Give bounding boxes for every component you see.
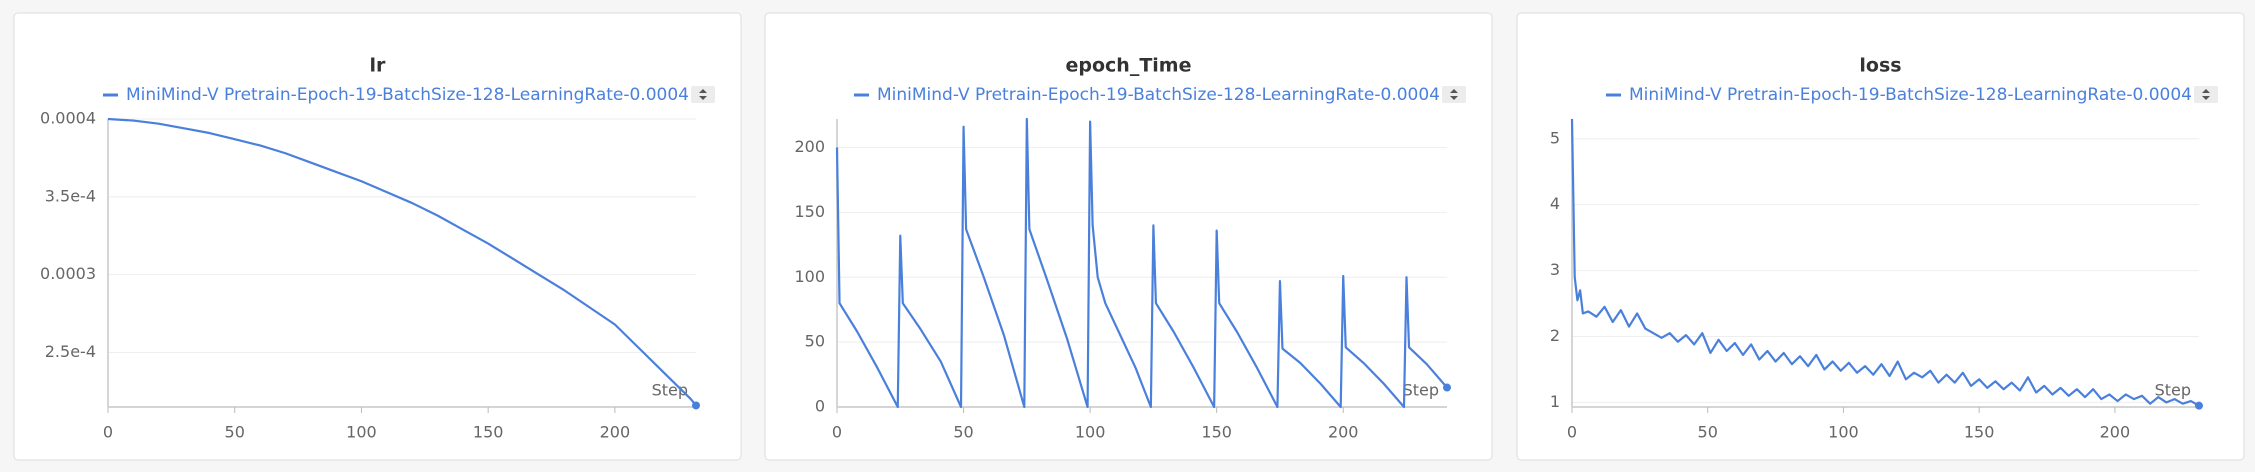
last-point xyxy=(692,401,700,410)
chart-title: lr xyxy=(370,55,387,77)
y-tick-label: 200 xyxy=(794,137,825,156)
legend-label: MiniMind-V Pretrain-Epoch-19-BatchSize-1… xyxy=(126,85,689,105)
chart-title: epoch_Time xyxy=(1066,55,1192,77)
y-tick-label: 0.0004 xyxy=(40,109,96,128)
x-tick-label: 200 xyxy=(1328,423,1359,442)
legend-toggle[interactable] xyxy=(2194,86,2218,103)
x-tick-label: 50 xyxy=(225,423,245,442)
x-tick-label: 50 xyxy=(953,423,973,442)
x-tick-label: 0 xyxy=(1567,423,1577,442)
y-tick-label: 0.0003 xyxy=(40,264,96,283)
y-tick-label: 100 xyxy=(794,267,825,286)
y-tick-label: 2 xyxy=(1550,326,1560,345)
toggle-icon xyxy=(699,89,707,100)
x-axis-label: Step xyxy=(652,381,688,400)
y-tick-label: 3.5e-4 xyxy=(45,186,96,205)
chart-title: loss xyxy=(1859,55,1901,77)
toggle-icon xyxy=(2202,89,2210,100)
y-tick-label: 3 xyxy=(1550,260,1560,279)
x-axis-label: Step xyxy=(1403,381,1439,400)
x-tick-label: 100 xyxy=(1828,423,1859,442)
x-tick-label: 200 xyxy=(600,423,631,442)
y-tick-label: 2.5e-4 xyxy=(45,342,96,361)
y-tick-label: 5 xyxy=(1550,128,1560,147)
panel xyxy=(1516,12,2245,461)
last-point xyxy=(1443,383,1451,392)
x-tick-label: 150 xyxy=(1964,423,1995,442)
y-tick-label: 0 xyxy=(815,397,825,416)
x-tick-label: 50 xyxy=(1698,423,1718,442)
x-tick-label: 150 xyxy=(473,423,504,442)
panel xyxy=(764,12,1493,461)
panel xyxy=(13,12,742,461)
x-tick-label: 100 xyxy=(1075,423,1106,442)
legend-toggle[interactable] xyxy=(691,86,715,103)
x-tick-label: 200 xyxy=(2100,423,2131,442)
y-tick-label: 1 xyxy=(1550,392,1560,411)
legend-label: MiniMind-V Pretrain-Epoch-19-BatchSize-1… xyxy=(877,85,1440,105)
series-line xyxy=(835,117,1448,409)
y-tick-label: 4 xyxy=(1550,194,1560,213)
x-tick-label: 150 xyxy=(1201,423,1232,442)
y-tick-label: 150 xyxy=(794,202,825,221)
x-tick-label: 0 xyxy=(103,423,113,442)
x-tick-label: 0 xyxy=(832,423,842,442)
legend-label: MiniMind-V Pretrain-Epoch-19-BatchSize-1… xyxy=(1629,85,2192,105)
legend-toggle[interactable] xyxy=(1442,86,1466,103)
x-tick-label: 100 xyxy=(346,423,377,442)
series-line xyxy=(1570,118,2200,407)
toggle-icon xyxy=(1450,89,1458,100)
last-point xyxy=(2195,401,2203,410)
series-line xyxy=(107,117,697,407)
y-tick-label: 50 xyxy=(805,332,825,351)
x-axis-label: Step xyxy=(2155,381,2191,400)
